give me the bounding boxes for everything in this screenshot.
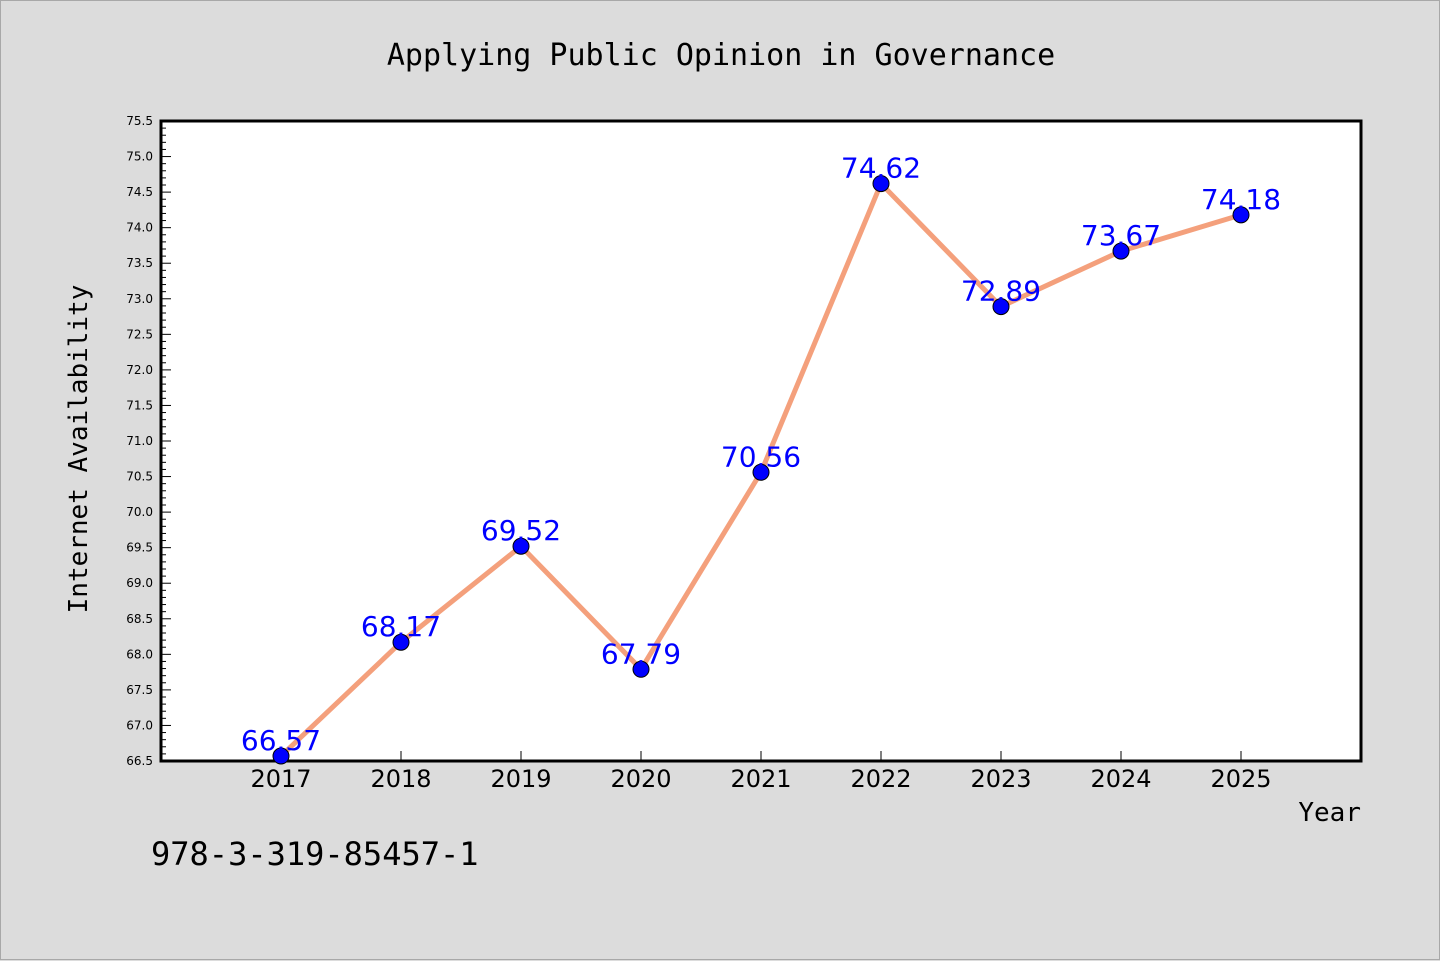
y-axis: 66.5 67.0 67.5 68.0 68.5 69.0 69.5 70.0 70.5 71.0… xyxy=(126,114,171,768)
y-tick-label: 66.5 xyxy=(126,754,153,768)
data-label: 67.79 xyxy=(601,637,681,670)
data-label: 69.52 xyxy=(481,514,561,547)
chart-title: Applying Public Opinion in Governance xyxy=(387,38,1055,73)
x-tick-label: 2022 xyxy=(850,765,911,793)
data-point xyxy=(632,660,650,678)
x-tick-label: 2023 xyxy=(970,765,1031,793)
data-point xyxy=(872,175,890,193)
x-axis-label: Year xyxy=(1298,798,1361,828)
y-tick-label: 72.0 xyxy=(126,363,153,377)
x-tick-label: 2021 xyxy=(730,765,791,793)
x-tick-label: 2020 xyxy=(610,765,671,793)
y-tick-label: 73.5 xyxy=(126,256,153,270)
x-tick-label: 2017 xyxy=(250,765,311,793)
y-tick-label: 74.0 xyxy=(126,221,153,235)
y-tick-label: 69.0 xyxy=(126,576,153,590)
y-tick-label: 70.0 xyxy=(126,505,153,519)
series-layer: 66.57 68.17 69.52 67.79 70.56 74.62 72.89 73.67… xyxy=(241,152,1281,765)
data-point xyxy=(1112,242,1130,260)
y-tick-label: 75.0 xyxy=(126,150,153,164)
data-point xyxy=(992,298,1010,316)
y-tick-label: 74.5 xyxy=(126,185,153,199)
y-axis-label: Internet Availability xyxy=(64,285,94,614)
data-point xyxy=(272,747,290,765)
data-point xyxy=(512,537,530,555)
y-tick-label: 69.5 xyxy=(126,541,153,555)
data-label: 66.57 xyxy=(241,724,321,757)
x-tick-label: 2019 xyxy=(490,765,551,793)
x-tick-label: 2024 xyxy=(1090,765,1151,793)
data-label: 72.89 xyxy=(961,275,1041,308)
x-tick-label: 2025 xyxy=(1210,765,1271,793)
data-point xyxy=(1232,206,1250,224)
data-label: 73.67 xyxy=(1081,219,1161,252)
y-tick-label: 68.0 xyxy=(126,647,153,661)
x-tick-label: 2018 xyxy=(370,765,431,793)
y-tick-label: 68.5 xyxy=(126,612,153,626)
y-tick-label: 71.5 xyxy=(126,398,153,412)
data-point xyxy=(392,633,410,651)
y-tick-label: 73.0 xyxy=(126,292,153,306)
data-label: 68.17 xyxy=(361,610,441,643)
x-axis: 2017 2018 2019 2020 2021 2022 2023 2024 2025 xyxy=(250,751,1272,793)
data-label: 74.18 xyxy=(1201,183,1281,216)
plot-area xyxy=(159,119,1363,763)
data-label: 70.56 xyxy=(721,440,801,473)
y-tick-label: 67.5 xyxy=(126,683,153,697)
y-tick-label: 67.0 xyxy=(126,718,153,732)
y-tick-label: 71.0 xyxy=(126,434,153,448)
data-point xyxy=(752,463,770,481)
isbn-identifier: 978-3-319-85457-1 xyxy=(151,835,479,873)
data-label: 74.62 xyxy=(841,152,921,185)
y-tick-label: 70.5 xyxy=(126,470,153,484)
y-tick-label: 75.5 xyxy=(126,114,153,128)
y-tick-label: 72.5 xyxy=(126,327,153,341)
